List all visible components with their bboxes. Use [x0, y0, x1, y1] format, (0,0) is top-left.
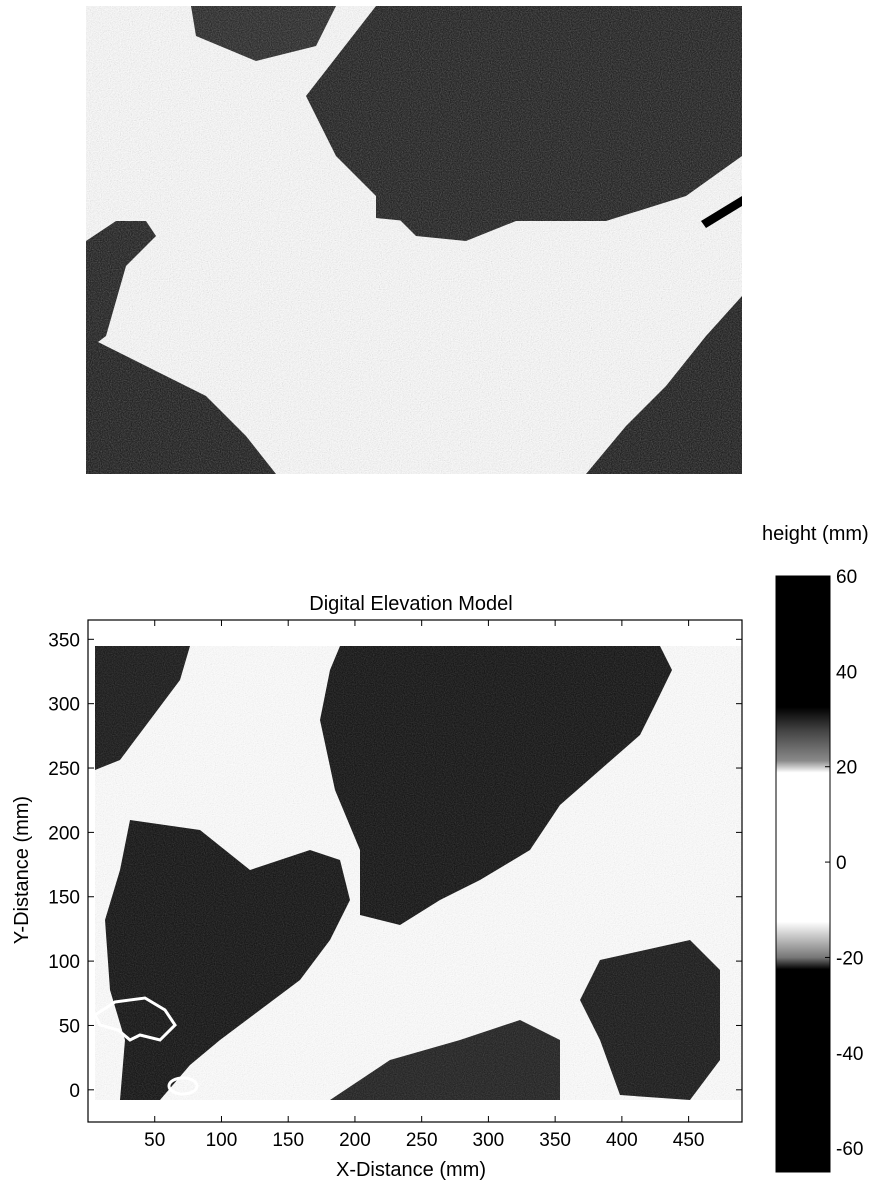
- y-tick-label: 150: [48, 888, 80, 909]
- x-tick-label: 300: [473, 1130, 505, 1151]
- colorbar-tick-label: -20: [836, 948, 863, 969]
- x-tick-label: 250: [406, 1130, 438, 1151]
- colorbar-tick-label: 0: [836, 853, 847, 874]
- y-tick-label: 350: [48, 630, 80, 651]
- y-tick-label: 0: [69, 1081, 80, 1102]
- y-axis-title: Y-Distance (mm): [11, 796, 33, 944]
- y-tick-label: 250: [48, 759, 80, 780]
- x-tick-label: 450: [673, 1130, 705, 1151]
- x-tick-label: 150: [272, 1130, 304, 1151]
- colorbar-label: height (mm): [762, 523, 869, 545]
- y-tick-label: 300: [48, 695, 80, 716]
- x-tick-label: 200: [339, 1130, 371, 1151]
- x-axis: 50 100 150 200 250 300 350 400 450: [144, 620, 704, 1151]
- colorbar-ticks: 60 40 20 0 -20 -40 -60: [825, 567, 863, 1160]
- colorbar-tick-label: 20: [836, 758, 857, 779]
- colorbar-tick-label: 40: [836, 662, 857, 683]
- axes-frame: [87, 619, 743, 1123]
- x-axis-title: X-Distance (mm): [336, 1159, 486, 1181]
- x-tick-label: 100: [206, 1130, 238, 1151]
- colorbar: [775, 575, 831, 1173]
- dem-chart: height (mm) Digital Elevation Model: [11, 523, 869, 1181]
- x-tick-label: 50: [144, 1130, 165, 1151]
- colorbar-tick-label: -60: [836, 1139, 863, 1160]
- colorbar-tick-label: -40: [836, 1044, 863, 1065]
- y-tick-label: 200: [48, 823, 80, 844]
- contour-small: [167, 1076, 199, 1096]
- plot-area: 50 100 150 200 250 300 350 400 450 0 50 100 150 200 2…: [48, 619, 743, 1151]
- x-tick-label: 400: [606, 1130, 638, 1151]
- chart-title: Digital Elevation Model: [309, 593, 512, 615]
- y-tick-label: 100: [48, 952, 80, 973]
- contour-left: [95, 996, 177, 1042]
- x-tick-label: 350: [539, 1130, 571, 1151]
- y-axis: 0 50 100 150 200 250 300 350: [48, 630, 742, 1102]
- y-tick-label: 50: [59, 1016, 80, 1037]
- colorbar-tick-label: 60: [836, 567, 857, 588]
- surface-photograph: [86, 6, 742, 474]
